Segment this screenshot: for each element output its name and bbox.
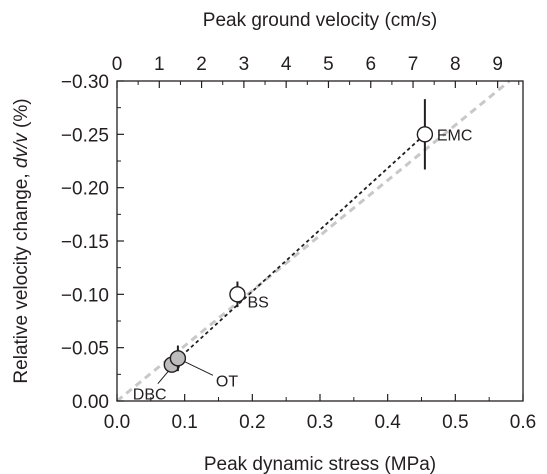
point-emc <box>416 126 434 143</box>
data-points <box>163 99 434 373</box>
leader-line-dbc <box>157 370 170 385</box>
point-ot <box>169 350 187 367</box>
x2-tick-label: 4 <box>281 54 292 75</box>
x-tick-label: 0.6 <box>510 412 536 433</box>
point-bs <box>229 286 246 303</box>
x2-axis-label: Peak ground velocity (cm/s) <box>203 10 437 31</box>
point-labels: EMC BS OT DBC <box>133 127 473 403</box>
x2-tick-label: 8 <box>450 54 461 75</box>
y-tick-label: −0.10 <box>61 285 109 306</box>
x2-tick-label: 6 <box>365 54 376 75</box>
point-label-emc: EMC <box>437 127 473 144</box>
y-tick-label: 0.00 <box>72 392 109 413</box>
x-tick-label: 0.3 <box>307 412 333 433</box>
y-axis-label: Relative velocity change, dv/v (%) <box>11 98 32 383</box>
point-label-ot: OT <box>216 373 238 390</box>
fit-line-black <box>171 133 426 366</box>
x2-tick-label: 2 <box>196 54 207 75</box>
x2-tick-label: 9 <box>492 54 503 75</box>
y-tick-label: −0.30 <box>61 72 109 93</box>
x-tick-label: 0.1 <box>171 412 197 433</box>
x-tick-label: 0.2 <box>239 412 265 433</box>
x-axis-bottom: 0.0 0.1 0.2 0.3 0.4 0.5 0.6 <box>104 394 536 433</box>
x2-tick-label: 3 <box>239 54 250 75</box>
y-axis-label-italic: dv/v <box>11 132 32 168</box>
fit-line-gray <box>116 79 511 403</box>
x2-tick-label: 1 <box>154 54 165 75</box>
point-label-bs: BS <box>247 294 268 311</box>
y-axis-left: 0.00 −0.05 −0.10 −0.15 −0.20 −0.25 −0.30 <box>61 72 124 413</box>
y-tick-label: −0.15 <box>61 232 109 253</box>
y-tick-label: −0.25 <box>61 125 109 146</box>
y-axis-label-prefix: Relative velocity change, <box>11 168 32 383</box>
x-tick-label: 0.5 <box>442 412 468 433</box>
y-tick-label: −0.05 <box>61 339 109 360</box>
point-label-dbc: DBC <box>133 387 167 404</box>
x-axis-label: Peak dynamic stress (MPa) <box>204 454 436 474</box>
x-axis-top: 0 1 2 3 4 5 6 7 8 9 <box>112 54 520 88</box>
fit-lines <box>116 79 511 403</box>
x-tick-label: 0.4 <box>374 412 401 433</box>
x-tick-label: 0.0 <box>104 412 130 433</box>
x2-tick-label: 5 <box>323 54 334 75</box>
y-tick-label: −0.20 <box>61 179 109 200</box>
y-axis-label-suffix: (%) <box>11 98 32 133</box>
x2-tick-label: 0 <box>112 54 123 75</box>
leader-line-ot <box>183 360 214 376</box>
x2-tick-label: 7 <box>408 54 419 75</box>
